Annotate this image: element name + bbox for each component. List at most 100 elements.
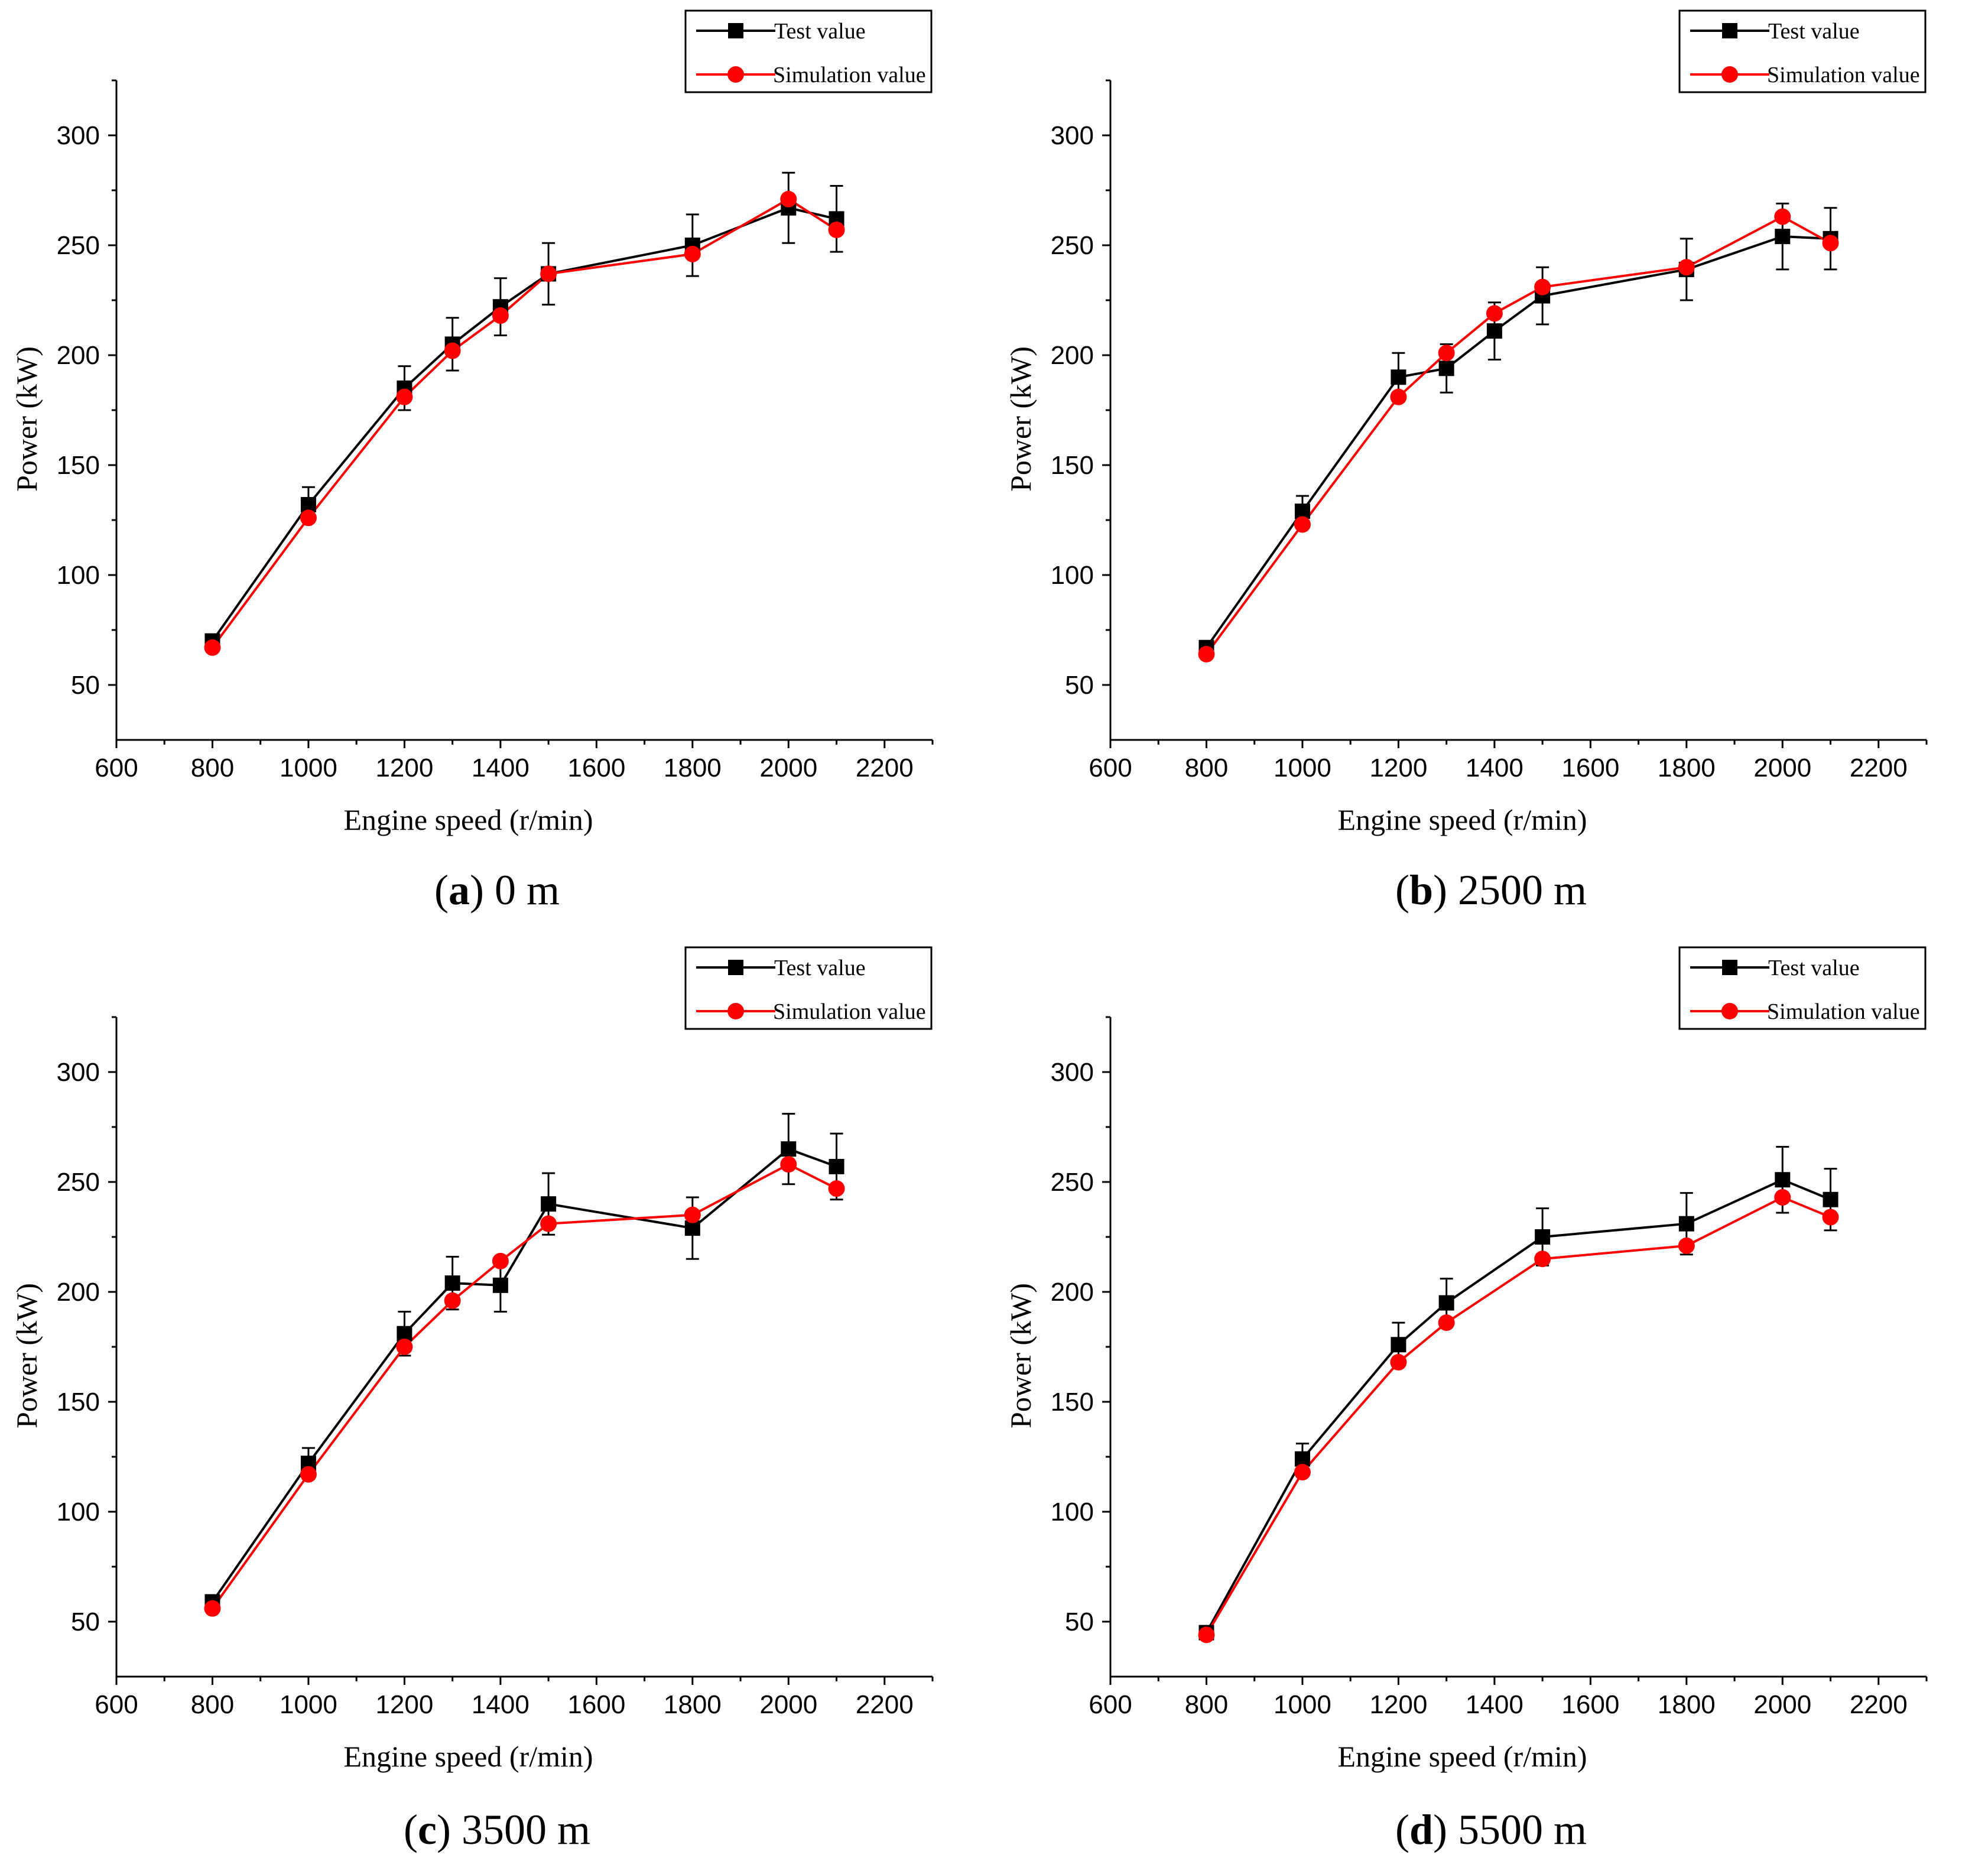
x-tick-label: 1600 (1561, 1690, 1619, 1719)
chart-svg-b: 600 800 1000 1200 1400 1600 1800 2000 2200 50 100 1… (1004, 9, 1928, 836)
simulation-point (1198, 1626, 1215, 1644)
x-tick-label: 1400 (472, 1690, 530, 1719)
test-point (829, 1158, 844, 1174)
simulation-point (828, 221, 845, 238)
caption-b: (b) 2500 m (1395, 866, 1587, 914)
x-axis-title: Engine speed (r/min) (343, 803, 593, 836)
legend-circle-marker (727, 66, 744, 83)
caption-a-text: 0 m (494, 866, 560, 914)
x-tick-label: 2000 (1753, 1690, 1811, 1719)
simulation-point (1198, 645, 1215, 662)
x-tick-label: 1800 (664, 754, 722, 782)
y-tick-label: 100 (1051, 561, 1094, 590)
x-tick-label: 800 (1185, 1690, 1228, 1719)
test-point (1775, 1172, 1791, 1188)
test-point (1486, 323, 1502, 339)
x-tick-label: 600 (1089, 754, 1132, 782)
legend: Test value Simulation value (1678, 9, 1927, 93)
y-tick-label: 150 (57, 1388, 100, 1417)
y-axis-title: Power (kW) (1004, 1283, 1037, 1428)
simulation-point (444, 342, 461, 359)
x-tick-label: 1400 (1466, 754, 1524, 782)
series-line-test (1205, 1178, 1831, 1633)
y-tick-label: 100 (1051, 1498, 1094, 1527)
simulation-point (540, 1215, 557, 1232)
simulation-point (828, 1180, 845, 1197)
simulation-point (204, 639, 221, 656)
y-tick-label: 50 (1065, 671, 1094, 700)
x-tick-label: 1400 (1466, 1690, 1524, 1719)
y-tick-label: 300 (1051, 1058, 1094, 1087)
simulation-point (780, 1156, 797, 1173)
simulation-point (1294, 516, 1311, 533)
legend-label: Test value (1768, 19, 1860, 44)
caption-c-text: 3500 m (461, 1806, 590, 1853)
test-point (781, 1141, 797, 1157)
x-tick-label: 1200 (1369, 1690, 1427, 1719)
caption-a: (a) 0 m (434, 866, 560, 914)
x-tick-label: 1000 (280, 1690, 337, 1719)
legend: Test value Simulation value (684, 946, 933, 1030)
x-tick-label: 2200 (1850, 754, 1908, 782)
x-tick-label: 600 (1089, 1690, 1132, 1719)
series-line-simulation (211, 197, 837, 648)
legend-label: Test value (774, 956, 866, 980)
x-axis-title: Engine speed (r/min) (1337, 803, 1587, 836)
x-tick-label: 600 (95, 1690, 138, 1719)
test-point (1438, 1295, 1454, 1311)
y-axis-title: Power (kW) (10, 1283, 43, 1428)
y-tick-label: 300 (57, 1058, 100, 1087)
simulation-point (396, 1339, 413, 1355)
legend: Test value Simulation value (684, 9, 933, 93)
chart-panel-b: 600 800 1000 1200 1400 1600 1800 2000 2200 50 100 1… (994, 0, 1988, 937)
test-point (1438, 360, 1454, 376)
simulation-point (204, 1600, 221, 1617)
legend-box (684, 9, 933, 93)
y-tick-label: 50 (71, 671, 100, 700)
caption-a-letter: a (448, 866, 470, 914)
y-tick-label: 300 (1051, 121, 1094, 150)
y-tick-label: 250 (57, 231, 100, 260)
test-point (492, 1277, 508, 1293)
simulation-point (684, 245, 701, 262)
caption-d-text: 5500 m (1458, 1806, 1587, 1853)
simulation-point (780, 190, 797, 207)
legend-box (1678, 9, 1927, 93)
x-tick-label: 1000 (1274, 754, 1331, 782)
x-axis-title: Engine speed (r/min) (343, 1740, 593, 1773)
test-point (541, 1196, 557, 1212)
y-tick-label: 150 (57, 451, 100, 480)
legend-square-marker (1722, 960, 1737, 975)
legend-box (684, 946, 933, 1030)
x-tick-label: 1200 (375, 1690, 433, 1719)
x-tick-label: 1800 (664, 1690, 722, 1719)
caption-d: (d) 5500 m (1395, 1806, 1587, 1853)
chart-panel-c: 600 800 1000 1200 1400 1600 1800 2000 2200 50 100 1… (0, 937, 994, 1873)
x-tick-label: 800 (191, 1690, 234, 1719)
test-point (1775, 229, 1791, 245)
x-tick-label: 1200 (1369, 754, 1427, 782)
simulation-point (1438, 1314, 1455, 1331)
test-point (1535, 1229, 1551, 1245)
simulation-point (1486, 305, 1503, 322)
series-line-test (1205, 235, 1831, 648)
chart-svg-a: 600 800 1000 1200 1400 1600 1800 2000 2200 50 100 1… (10, 9, 934, 836)
simulation-point (540, 265, 557, 282)
y-tick-label: 200 (1051, 341, 1094, 370)
caption-c-letter: c (418, 1806, 437, 1853)
test-point (1823, 1191, 1838, 1207)
x-axis-title: Engine speed (r/min) (1337, 1740, 1587, 1773)
caption-b-letter: b (1409, 866, 1434, 914)
legend-square-marker (1722, 23, 1737, 38)
x-tick-label: 2200 (1850, 1690, 1908, 1719)
y-tick-label: 150 (1051, 1388, 1094, 1417)
legend-label: Simulation value (773, 63, 926, 87)
x-tick-label: 2200 (856, 1690, 914, 1719)
x-tick-label: 2000 (759, 1690, 817, 1719)
y-axis-title: Power (kW) (10, 346, 43, 492)
simulation-point (1774, 208, 1791, 225)
simulation-point (492, 307, 509, 324)
y-tick-label: 250 (57, 1168, 100, 1197)
y-tick-label: 300 (57, 121, 100, 150)
test-point (444, 1275, 460, 1291)
